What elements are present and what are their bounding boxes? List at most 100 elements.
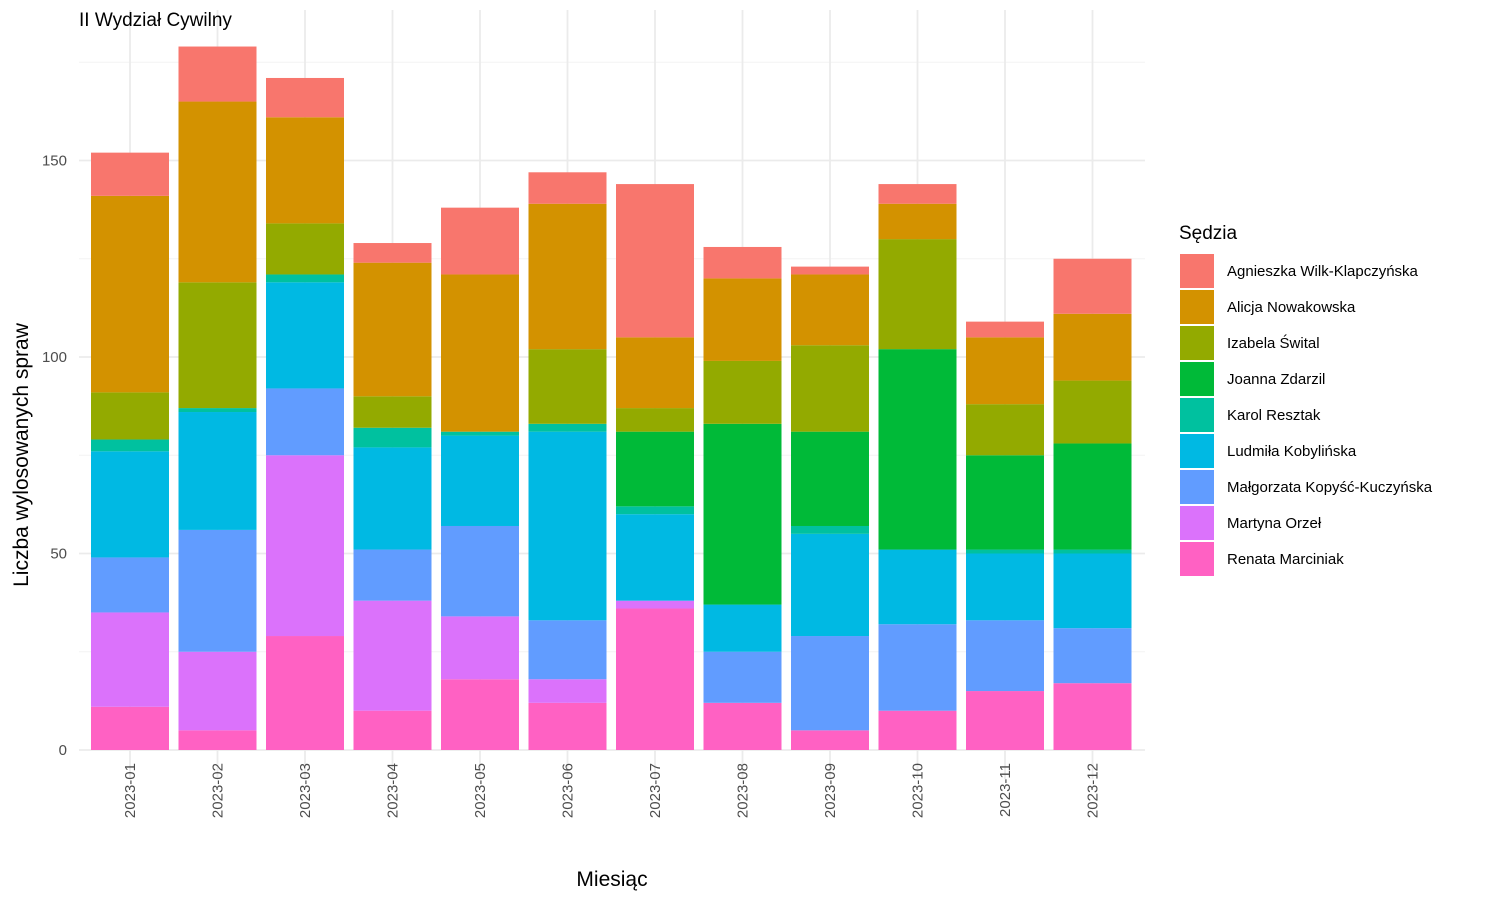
bar-segment: Alicja Nowakowska 2023-04: 34 xyxy=(353,262,432,397)
legend-swatch xyxy=(1180,254,1214,288)
bar-segment: Izabela Śwital 2023-12: 16 xyxy=(1053,380,1132,444)
y-axis-ticks: 0 50 100 150 xyxy=(42,153,67,760)
bar-segment: Izabela Śwital 2023-02: 32 xyxy=(178,282,257,409)
bar-segment: Małgorzata Kopyść-Kuczyńska 2023-06: 15 xyxy=(528,620,607,680)
y-tick-label: 150 xyxy=(42,153,67,170)
x-tick-label: 2023-02 xyxy=(210,763,227,818)
bar-segment: Ludmiła Kobylińska 2023-06: 48 xyxy=(528,431,607,621)
bar-segment: Karol Resztak 2023-05: 1 xyxy=(441,431,519,436)
bar-segment: Małgorzata Kopyść-Kuczyńska 2023-02: 31 xyxy=(178,529,257,652)
legend-label: Joanna Zdarzil xyxy=(1227,371,1325,388)
legend-label: Martyna Orzeł xyxy=(1227,515,1322,532)
bar-segment: Małgorzata Kopyść-Kuczyńska 2023-09: 24 xyxy=(791,636,869,731)
legend-swatch xyxy=(1180,542,1214,576)
bar-segment: Agnieszka Wilk-Klapczyńska 2023-01: 11 xyxy=(91,152,169,196)
bar-segment: Agnieszka Wilk-Klapczyńska 2023-06: 8 xyxy=(528,172,607,204)
bar-segment: Renata Marciniak 2023-09: 5 xyxy=(791,730,869,750)
bar-segment: Renata Marciniak 2023-05: 18 xyxy=(441,679,519,750)
y-tick-label: 50 xyxy=(50,546,67,563)
y-tick-label: 100 xyxy=(42,349,67,366)
bar-segment: Ludmiła Kobylińska 2023-03: 27 xyxy=(266,282,344,389)
legend-swatch xyxy=(1180,398,1214,432)
bar-segment: Ludmiła Kobylińska 2023-07: 22 xyxy=(616,514,694,601)
bar-segment: Alicja Nowakowska 2023-07: 18 xyxy=(616,337,694,409)
bar-segment: Małgorzata Kopyść-Kuczyńska 2023-04: 13 xyxy=(353,549,432,601)
x-tick-label: 2023-12 xyxy=(1085,763,1102,818)
bar-segment: Izabela Śwital 2023-03: 13 xyxy=(266,223,344,275)
bar-segment: Ludmiła Kobylińska 2023-09: 26 xyxy=(791,533,869,637)
legend-swatch xyxy=(1180,506,1214,540)
x-tick-label: 2023-10 xyxy=(910,763,927,818)
x-tick-label: 2023-08 xyxy=(735,763,752,818)
legend-swatch xyxy=(1180,470,1214,504)
bar-segment: Renata Marciniak 2023-06: 12 xyxy=(528,702,607,750)
bar-segment: Karol Resztak 2023-09: 2 xyxy=(791,525,869,534)
bar-segment: Izabela Śwital 2023-04: 8 xyxy=(353,396,432,428)
bar-segment: Alicja Nowakowska 2023-05: 40 xyxy=(441,274,519,432)
bar-segment: Alicja Nowakowska 2023-02: 46 xyxy=(178,101,257,283)
bar-segment: Alicja Nowakowska 2023-10: 9 xyxy=(878,203,957,240)
bar-segment: Izabela Śwital 2023-06: 19 xyxy=(528,349,607,424)
bar-segment: Karol Resztak 2023-02: 1 xyxy=(178,408,257,413)
bar-segment: Izabela Śwital 2023-07: 6 xyxy=(616,408,694,432)
bar-segment: Alicja Nowakowska 2023-12: 17 xyxy=(1053,313,1132,381)
bar-segment: Izabela Śwital 2023-09: 22 xyxy=(791,345,869,432)
legend-swatch xyxy=(1180,434,1214,468)
x-tick-label: 2023-11 xyxy=(997,763,1014,817)
bar-segment: Ludmiła Kobylińska 2023-04: 26 xyxy=(353,447,432,550)
legend-swatch xyxy=(1180,326,1214,360)
bar-segment: Renata Marciniak 2023-08: 12 xyxy=(703,702,782,750)
bar-segment: Martyna Orzeł 2023-05: 16 xyxy=(441,616,519,680)
bar-segment: Agnieszka Wilk-Klapczyńska 2023-03: 10 xyxy=(266,77,344,118)
legend-label: Agnieszka Wilk-Klapczyńska xyxy=(1227,263,1419,280)
legend: Sędzia Agnieszka Wilk-Klapczyńska Alicja … xyxy=(1179,223,1433,576)
bar-segment: Renata Marciniak 2023-12: 17 xyxy=(1053,683,1132,750)
x-tick-label: 2023-01 xyxy=(122,763,139,818)
bar-segment: Małgorzata Kopyść-Kuczyńska 2023-10: 22 xyxy=(878,624,957,711)
bar-segment: Ludmiła Kobylińska 2023-11: 17 xyxy=(966,553,1044,621)
bars: Renata Marciniak 2023-01: 11Martyna Orze… xyxy=(91,46,1132,750)
bar-segment: Martyna Orzeł 2023-03: 46 xyxy=(266,455,344,637)
bar-segment: Małgorzata Kopyść-Kuczyńska 2023-12: 14 xyxy=(1053,628,1132,684)
y-axis-title: Liczba wylosowanych spraw xyxy=(10,322,33,587)
bar-segment: Agnieszka Wilk-Klapczyńska 2023-12: 14 xyxy=(1053,258,1132,314)
legend-title: Sędzia xyxy=(1179,223,1238,244)
bar-segment: Alicja Nowakowska 2023-09: 18 xyxy=(791,274,869,346)
bar-segment: Renata Marciniak 2023-03: 29 xyxy=(266,636,344,750)
bar-segment: Alicja Nowakowska 2023-06: 37 xyxy=(528,203,607,350)
x-tick-label: 2023-09 xyxy=(822,763,839,818)
bar-segment: Agnieszka Wilk-Klapczyńska 2023-02: 14 xyxy=(178,46,257,102)
x-tick-label: 2023-06 xyxy=(560,763,577,818)
x-axis-ticks: 2023-01 2023-02 2023-03 2023-04 2023-05 2023-… xyxy=(122,763,1102,818)
bar-segment: Joanna Zdarzil 2023-11: 24 xyxy=(966,455,1044,550)
bar-segment: Agnieszka Wilk-Klapczyńska 2023-09: 2 xyxy=(791,266,869,275)
bar-segment: Renata Marciniak 2023-01: 11 xyxy=(91,706,169,750)
legend-label: Izabela Śwital xyxy=(1227,334,1320,352)
legend-swatch xyxy=(1180,362,1214,396)
bar-segment: Martyna Orzeł 2023-07: 2 xyxy=(616,600,694,609)
bar-segment: Renata Marciniak 2023-11: 15 xyxy=(966,691,1044,750)
bar-segment: Martyna Orzeł 2023-01: 24 xyxy=(91,612,169,707)
x-tick-label: 2023-07 xyxy=(647,763,664,818)
bar-segment: Karol Resztak 2023-01: 3 xyxy=(91,439,169,452)
bar-segment: Izabela Śwital 2023-01: 12 xyxy=(91,392,169,440)
bar-segment: Renata Marciniak 2023-04: 10 xyxy=(353,710,432,750)
bar-segment: Karol Resztak 2023-06: 2 xyxy=(528,423,607,432)
bar-segment: Renata Marciniak 2023-10: 10 xyxy=(878,710,957,750)
bar-segment: Agnieszka Wilk-Klapczyńska 2023-08: 8 xyxy=(703,246,782,279)
bar-segment: Ludmiła Kobylińska 2023-08: 12 xyxy=(703,604,782,652)
bar-segment: Martyna Orzeł 2023-04: 28 xyxy=(353,600,432,711)
bar-segment: Agnieszka Wilk-Klapczyńska 2023-04: 5 xyxy=(353,243,432,263)
bar-segment: Renata Marciniak 2023-02: 5 xyxy=(178,730,257,750)
bar-segment: Małgorzata Kopyść-Kuczyńska 2023-03: 17 xyxy=(266,388,344,456)
bar-segment: Martyna Orzeł 2023-06: 6 xyxy=(528,679,607,703)
bar-segment: Alicja Nowakowska 2023-08: 21 xyxy=(703,278,782,361)
bar-segment: Joanna Zdarzil 2023-09: 24 xyxy=(791,431,869,526)
bar-segment: Izabela Śwital 2023-08: 16 xyxy=(703,360,782,424)
bar-segment: Alicja Nowakowska 2023-11: 17 xyxy=(966,337,1044,405)
legend-label: Renata Marciniak xyxy=(1227,551,1344,568)
bar-segment: Renata Marciniak 2023-07: 36 xyxy=(616,608,694,750)
bar-segment: Małgorzata Kopyść-Kuczyńska 2023-08: 13 xyxy=(703,651,782,703)
legend-label: Alicja Nowakowska xyxy=(1227,299,1356,316)
